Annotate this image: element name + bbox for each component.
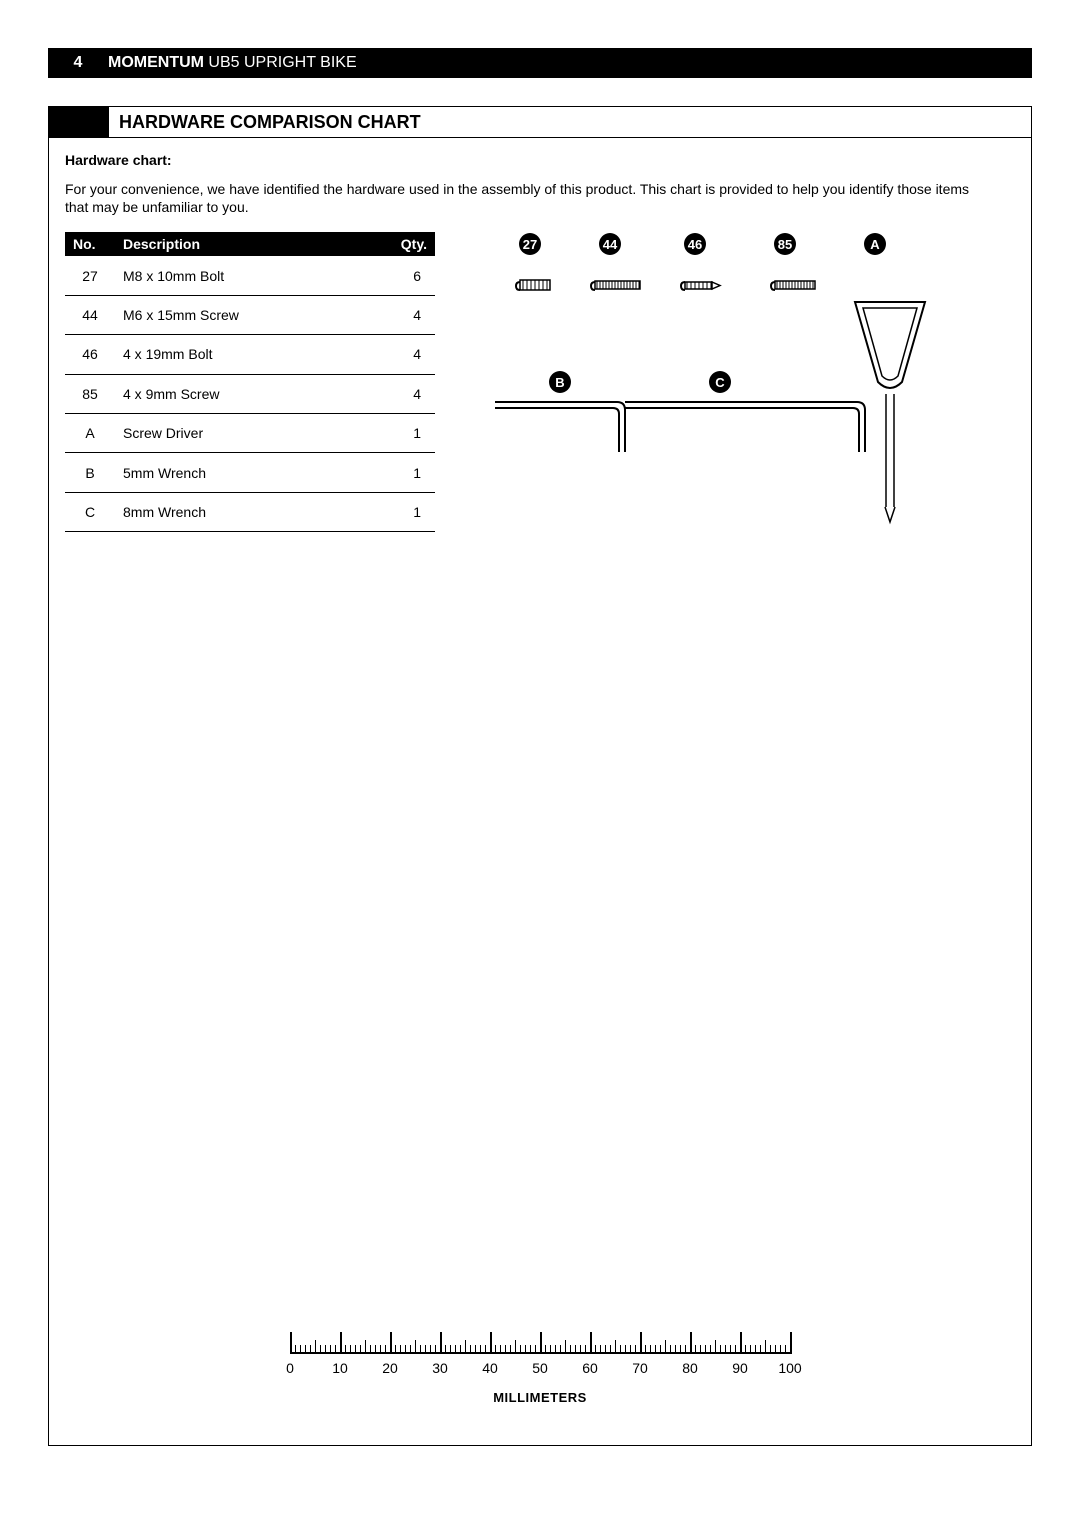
page: 4 MOMENTUM UB5 UPRIGHT BIKE HARDWARE COM… bbox=[48, 48, 1032, 1448]
col-qty: Qty. bbox=[375, 232, 435, 256]
col-no: No. bbox=[65, 232, 115, 256]
cell-qty: 1 bbox=[375, 414, 435, 453]
ruler-label: 80 bbox=[682, 1360, 698, 1376]
cell-desc: M6 x 15mm Screw bbox=[115, 295, 375, 334]
product-brand: MOMENTUM bbox=[108, 54, 204, 71]
section-header: HARDWARE COMPARISON CHART bbox=[48, 106, 1032, 138]
cell-desc: 5mm Wrench bbox=[115, 453, 375, 492]
table-row: 27M8 x 10mm Bolt6 bbox=[65, 256, 435, 295]
table-row: C8mm Wrench1 bbox=[65, 492, 435, 531]
table-row: B5mm Wrench1 bbox=[65, 453, 435, 492]
hardware-chart-subtitle: Hardware chart: bbox=[65, 152, 1015, 168]
cell-no: 85 bbox=[65, 374, 115, 413]
cell-desc: 8mm Wrench bbox=[115, 492, 375, 531]
ruler-label: 40 bbox=[482, 1360, 498, 1376]
cell-qty: 4 bbox=[375, 295, 435, 334]
cell-qty: 1 bbox=[375, 453, 435, 492]
ruler-ticks bbox=[290, 1324, 790, 1354]
cell-qty: 6 bbox=[375, 256, 435, 295]
section-header-black-box bbox=[48, 106, 108, 138]
cell-no: 46 bbox=[65, 335, 115, 374]
ruler-labels: 0102030405060708090100 bbox=[290, 1360, 790, 1380]
hardware-illustration: 27 44 46 85 A B C bbox=[475, 232, 1015, 532]
content-box: Hardware chart: For your convenience, we… bbox=[48, 138, 1032, 1446]
page-header-bar: 4 MOMENTUM UB5 UPRIGHT BIKE bbox=[48, 48, 1032, 78]
svg-text:C: C bbox=[715, 375, 725, 390]
cell-qty: 4 bbox=[375, 374, 435, 413]
page-number: 4 bbox=[48, 54, 108, 72]
ruler-label: 0 bbox=[286, 1360, 294, 1376]
table-row: 44M6 x 15mm Screw4 bbox=[65, 295, 435, 334]
ruler-label: 20 bbox=[382, 1360, 398, 1376]
body-row: No. Description Qty. 27M8 x 10mm Bolt644… bbox=[65, 232, 1015, 532]
svg-text:44: 44 bbox=[603, 237, 618, 252]
svg-text:46: 46 bbox=[688, 237, 702, 252]
ruler-label: 70 bbox=[632, 1360, 648, 1376]
table-header-row: No. Description Qty. bbox=[65, 232, 435, 256]
ruler-label: 50 bbox=[532, 1360, 548, 1376]
svg-text:27: 27 bbox=[523, 237, 537, 252]
product-model: UB5 UPRIGHT BIKE bbox=[204, 54, 357, 71]
cell-desc: M8 x 10mm Bolt bbox=[115, 256, 375, 295]
table-row: 464 x 19mm Bolt4 bbox=[65, 335, 435, 374]
hardware-illustration-svg: 27 44 46 85 A B C bbox=[475, 232, 945, 532]
cell-no: 27 bbox=[65, 256, 115, 295]
cell-no: B bbox=[65, 453, 115, 492]
table-row: 854 x 9mm Screw4 bbox=[65, 374, 435, 413]
cell-qty: 4 bbox=[375, 335, 435, 374]
intro-text: For your convenience, we have identified… bbox=[65, 180, 995, 216]
section-title: HARDWARE COMPARISON CHART bbox=[108, 106, 1032, 138]
cell-qty: 1 bbox=[375, 492, 435, 531]
cell-no: C bbox=[65, 492, 115, 531]
svg-text:B: B bbox=[555, 375, 564, 390]
cell-desc: Screw Driver bbox=[115, 414, 375, 453]
hardware-table: No. Description Qty. 27M8 x 10mm Bolt644… bbox=[65, 232, 435, 532]
cell-no: A bbox=[65, 414, 115, 453]
svg-text:85: 85 bbox=[778, 237, 792, 252]
table-row: AScrew Driver1 bbox=[65, 414, 435, 453]
product-title: MOMENTUM UB5 UPRIGHT BIKE bbox=[108, 54, 357, 72]
cell-desc: 4 x 19mm Bolt bbox=[115, 335, 375, 374]
ruler: 0102030405060708090100 MILLIMETERS bbox=[290, 1324, 790, 1405]
ruler-label: 10 bbox=[332, 1360, 348, 1376]
ruler-label: 100 bbox=[778, 1360, 801, 1376]
cell-no: 44 bbox=[65, 295, 115, 334]
ruler-label: 30 bbox=[432, 1360, 448, 1376]
ruler-label: 90 bbox=[732, 1360, 748, 1376]
col-desc: Description bbox=[115, 232, 375, 256]
ruler-label: 60 bbox=[582, 1360, 598, 1376]
svg-text:A: A bbox=[870, 237, 880, 252]
ruler-caption: MILLIMETERS bbox=[290, 1390, 790, 1405]
cell-desc: 4 x 9mm Screw bbox=[115, 374, 375, 413]
